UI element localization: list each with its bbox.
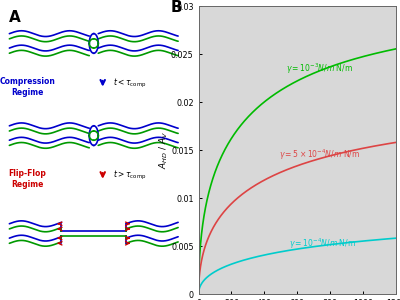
Text: Compression
Regime: Compression Regime — [0, 76, 55, 97]
Text: $t < \tau_{\rm comp}$: $t < \tau_{\rm comp}$ — [114, 77, 147, 90]
Y-axis label: $A_{HD}$ / $A_V$: $A_{HD}$ / $A_V$ — [157, 131, 170, 169]
Text: Flip-Flop
Regime: Flip-Flop Regime — [8, 169, 46, 189]
Text: $\gamma = 10^{-4} N/m$ N/m: $\gamma = 10^{-4} N/m$ N/m — [289, 237, 356, 251]
Text: $\gamma = 5\times10^{-4} N/m$ N/m: $\gamma = 5\times10^{-4} N/m$ N/m — [279, 148, 360, 162]
Text: B: B — [171, 0, 182, 15]
Text: A: A — [9, 10, 21, 25]
Text: $t > \tau_{\rm comp}$: $t > \tau_{\rm comp}$ — [114, 169, 147, 182]
Text: $\gamma = 10^{-3} N/m$ N/m: $\gamma = 10^{-3} N/m$ N/m — [286, 61, 353, 76]
